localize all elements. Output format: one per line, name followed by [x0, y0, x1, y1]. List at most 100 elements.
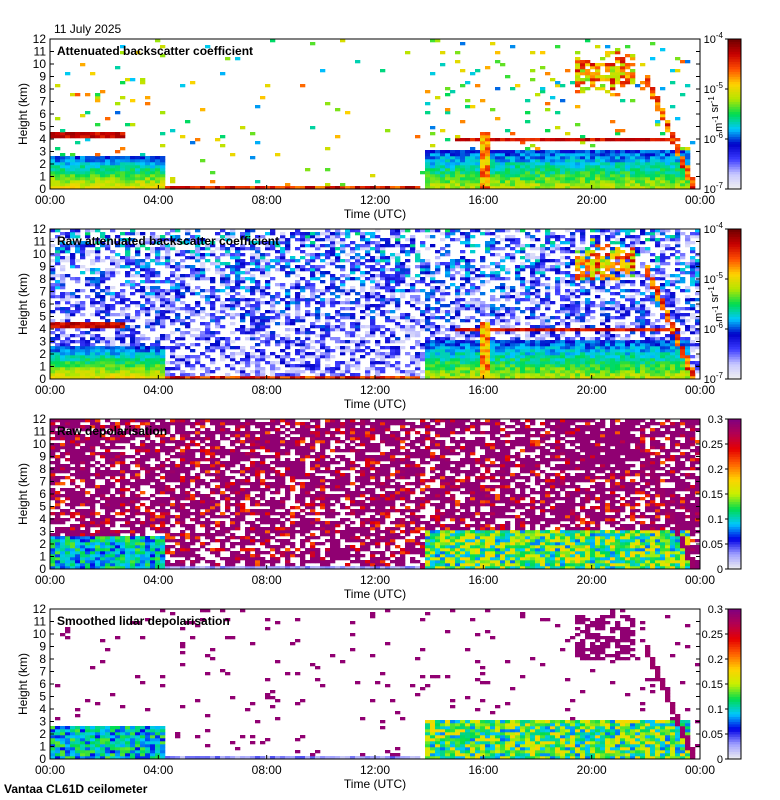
heatmap-cell: [565, 271, 571, 275]
heatmap-cell: [445, 364, 451, 368]
heatmap-cell: [350, 328, 356, 332]
heatmap-cell: [130, 286, 136, 290]
heatmap-cell: [85, 373, 91, 377]
heatmap-cell: [320, 232, 326, 236]
heatmap-cell: [160, 180, 166, 184]
heatmap-cell: [430, 376, 436, 380]
heatmap-cell: [470, 355, 476, 359]
heatmap-cell: [130, 352, 136, 356]
heatmap-cell: [310, 367, 316, 371]
heatmap-cell: [120, 81, 126, 85]
heatmap-cell: [660, 180, 666, 184]
heatmap-cell: [470, 370, 476, 374]
heatmap-cell: [685, 60, 691, 64]
heatmap-cell: [140, 165, 146, 169]
heatmap-cell: [135, 331, 141, 335]
heatmap-cell: [120, 259, 126, 263]
colorbar-swatch: [728, 124, 741, 127]
heatmap-cell: [490, 247, 496, 251]
heatmap-cell: [400, 295, 406, 299]
heatmap-cell: [545, 298, 551, 302]
heatmap-cell: [95, 159, 101, 163]
heatmap-cell: [320, 244, 326, 248]
heatmap-cell: [315, 361, 321, 365]
heatmap-cell: [575, 247, 581, 251]
heatmap-cell: [200, 265, 206, 269]
heatmap-cell: [465, 319, 471, 323]
heatmap-cell: [330, 367, 336, 371]
heatmap-cell: [370, 241, 376, 245]
heatmap-cell: [480, 358, 486, 362]
heatmap-cell: [490, 153, 496, 157]
heatmap-cell: [220, 289, 226, 293]
heatmap-cell: [340, 283, 346, 287]
heatmap-cell: [615, 129, 621, 133]
heatmap-cell: [340, 286, 346, 290]
heatmap-cell: [530, 171, 536, 175]
heatmap-cell: [535, 343, 541, 347]
heatmap-cell: [315, 313, 321, 317]
heatmap-cell: [435, 343, 441, 347]
heatmap-cell: [415, 364, 421, 368]
heatmap-cell: [235, 286, 241, 290]
heatmap-cell: [310, 265, 316, 269]
heatmap-cell: [185, 322, 191, 326]
heatmap-cell: [420, 289, 426, 293]
heatmap-cell: [100, 274, 106, 278]
heatmap-cell: [200, 316, 206, 320]
heatmap-cell: [605, 45, 611, 49]
heatmap-cell: [485, 250, 491, 254]
heatmap-cell: [260, 241, 266, 245]
heatmap-cell: [515, 340, 521, 344]
heatmap-cell: [240, 186, 246, 190]
heatmap-cell: [560, 186, 566, 190]
heatmap-cell: [550, 349, 556, 353]
heatmap-cell: [400, 274, 406, 278]
heatmap-cell: [610, 78, 616, 82]
heatmap-cell: [470, 334, 476, 338]
heatmap-cell: [620, 165, 626, 169]
heatmap-cell: [445, 93, 451, 97]
heatmap-cell: [550, 241, 556, 245]
heatmap-cell: [60, 376, 66, 380]
heatmap-cell: [545, 138, 551, 142]
heatmap-cell: [540, 328, 546, 332]
heatmap-cell: [370, 274, 376, 278]
heatmap-cell: [415, 265, 421, 269]
heatmap-cell: [490, 361, 496, 365]
heatmap-cell: [95, 346, 101, 350]
heatmap-cell: [120, 367, 126, 371]
heatmap-cell: [125, 274, 131, 278]
heatmap-cell: [120, 310, 126, 314]
heatmap-cell: [225, 232, 231, 236]
heatmap-cell: [355, 259, 361, 263]
heatmap-cell: [70, 364, 76, 368]
heatmap-cell: [635, 156, 641, 160]
heatmap-cell: [560, 346, 566, 350]
heatmap-cell: [585, 277, 591, 281]
heatmap-cell: [620, 138, 626, 142]
heatmap-cell: [430, 277, 436, 281]
heatmap-cell: [635, 180, 641, 184]
heatmap-cell: [70, 376, 76, 380]
heatmap-cell: [365, 370, 371, 374]
heatmap-cell: [210, 346, 216, 350]
heatmap-cell: [555, 352, 561, 356]
heatmap-cell: [115, 186, 121, 190]
heatmap-cell: [420, 271, 426, 275]
heatmap-cell: [325, 334, 331, 338]
heatmap-cell: [245, 331, 251, 335]
heatmap-cell: [550, 364, 556, 368]
heatmap-cell: [115, 177, 121, 181]
heatmap-cell: [615, 186, 621, 190]
heatmap-cell: [260, 96, 266, 100]
heatmap-cell: [490, 244, 496, 248]
heatmap-cell: [440, 238, 446, 242]
heatmap-cell: [590, 316, 596, 320]
heatmap-cell: [605, 69, 611, 73]
heatmap-cell: [155, 183, 161, 187]
heatmap-cell: [570, 159, 576, 163]
heatmap-cell: [70, 334, 76, 338]
heatmap-cell: [565, 69, 571, 73]
heatmap-cell: [330, 349, 336, 353]
